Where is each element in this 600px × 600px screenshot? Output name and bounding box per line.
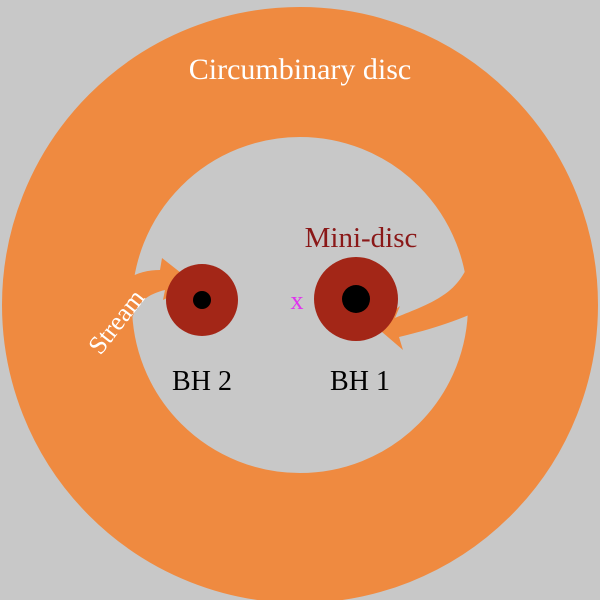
mini-disc-label: Mini-disc bbox=[305, 222, 418, 254]
bh1-label: BH 1 bbox=[330, 366, 390, 397]
black-hole-icon bbox=[193, 291, 211, 309]
stream-right bbox=[375, 215, 488, 350]
bh2-label: BH 2 bbox=[172, 366, 232, 397]
circumbinary-disc bbox=[2, 7, 598, 600]
circumbinary-disc-label: Circumbinary disc bbox=[189, 53, 411, 86]
black-hole-icon bbox=[342, 285, 370, 313]
center-of-mass-marker: x bbox=[291, 286, 304, 315]
